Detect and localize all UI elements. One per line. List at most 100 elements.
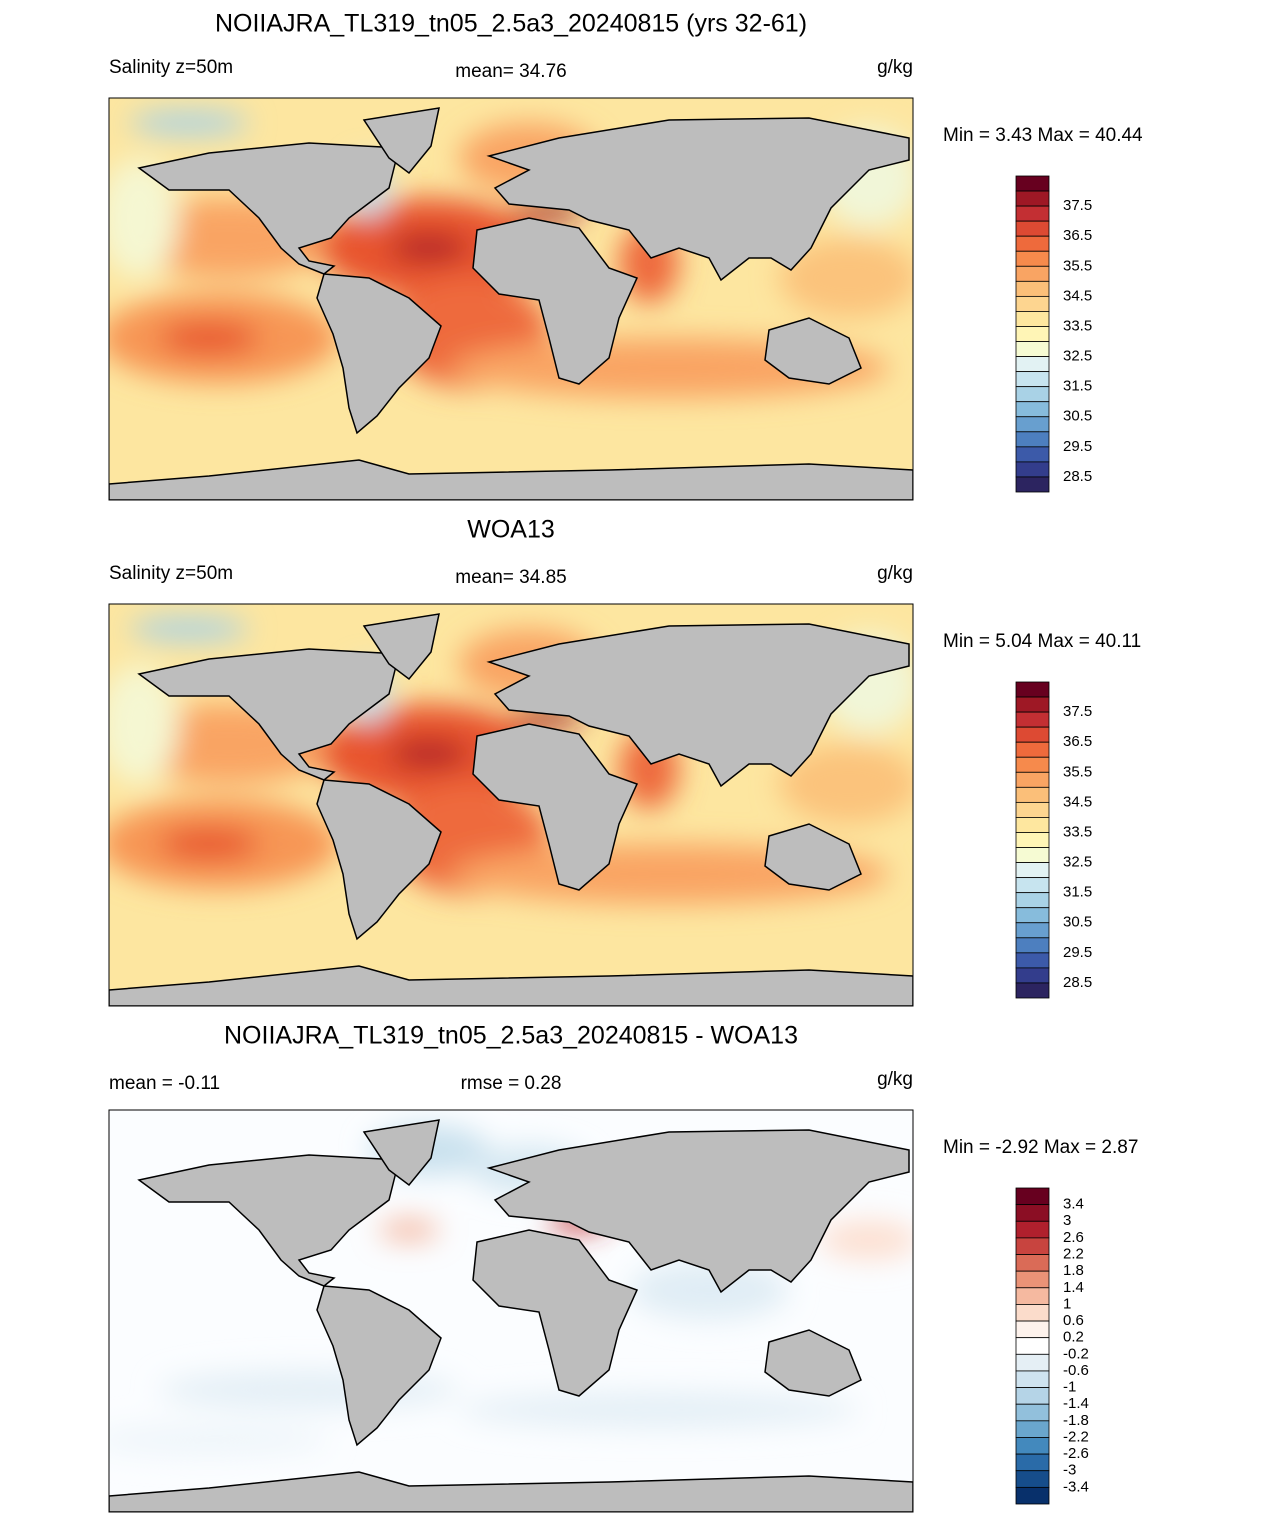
colorbar-swatch bbox=[1015, 371, 1050, 388]
colorbar-swatch bbox=[1015, 205, 1050, 222]
colorbar-label: -0.2 bbox=[1063, 1345, 1089, 1362]
land bbox=[472, 1229, 639, 1397]
land bbox=[362, 107, 440, 175]
colorbar-swatch bbox=[1015, 771, 1050, 788]
colorbar-swatch bbox=[1015, 967, 1050, 984]
map bbox=[108, 603, 914, 1007]
colorbar-label: 33.5 bbox=[1063, 317, 1092, 334]
ocean-field bbox=[129, 111, 249, 135]
colorbar-label: 37.5 bbox=[1063, 703, 1092, 720]
colorbar-label: 1 bbox=[1063, 1295, 1071, 1312]
land bbox=[316, 779, 442, 941]
land bbox=[316, 273, 442, 435]
land bbox=[472, 723, 639, 891]
land bbox=[486, 1129, 910, 1294]
land bbox=[472, 217, 639, 385]
center-label: mean= 34.76 bbox=[455, 61, 566, 82]
land bbox=[764, 317, 862, 385]
colorbar-swatch bbox=[1015, 1403, 1050, 1422]
colorbar-label: 31.5 bbox=[1063, 884, 1092, 901]
land bbox=[764, 823, 862, 891]
colorbar-label: -0.6 bbox=[1063, 1362, 1089, 1379]
ocean-field bbox=[109, 158, 179, 278]
panel-title: NOIIAJRA_TL319_tn05_2.5a3_20240815 (yrs … bbox=[215, 10, 807, 38]
panel-title: NOIIAJRA_TL319_tn05_2.5a3_20240815 - WOA… bbox=[224, 1022, 798, 1050]
colorbar-swatch bbox=[1015, 937, 1050, 954]
colorbar-swatch bbox=[1015, 1337, 1050, 1355]
ocean-field bbox=[389, 740, 469, 768]
colorbar-swatch bbox=[1015, 892, 1050, 909]
colorbar-label: -1.4 bbox=[1063, 1395, 1089, 1412]
ocean-field bbox=[459, 1392, 859, 1428]
colorbar-swatch bbox=[1015, 431, 1050, 448]
colorbar-swatch bbox=[1015, 250, 1050, 267]
colorbar-swatch bbox=[1015, 982, 1050, 999]
colorbar-label: 1.8 bbox=[1063, 1262, 1084, 1279]
colorbar-swatch bbox=[1015, 341, 1050, 357]
colorbar-label: 35.5 bbox=[1063, 257, 1092, 274]
colorbar-label: 37.5 bbox=[1063, 197, 1092, 214]
colorbar-swatch bbox=[1015, 446, 1050, 463]
colorbar-swatch bbox=[1015, 696, 1050, 713]
colorbar-swatch bbox=[1015, 1220, 1050, 1239]
colorbar-swatch bbox=[1015, 461, 1050, 478]
colorbar: 37.5 36.5 35.5 34.5 33.5 32.5 31.5 30.5 29.5 28.5 bbox=[1015, 681, 1092, 999]
colorbar-swatch bbox=[1015, 1287, 1050, 1305]
center-label: rmse = 0.28 bbox=[461, 1073, 562, 1094]
colorbar-swatch bbox=[1015, 952, 1050, 969]
colorbar-label: 36.5 bbox=[1063, 733, 1092, 750]
ocean-field bbox=[779, 744, 913, 824]
colorbar-swatch bbox=[1015, 175, 1050, 192]
land bbox=[316, 1285, 442, 1447]
land bbox=[109, 1471, 913, 1512]
colorbar-swatch bbox=[1015, 726, 1050, 743]
colorbar-swatch bbox=[1015, 326, 1050, 342]
left-label: Salinity z=50m bbox=[109, 57, 233, 78]
ocean-field bbox=[109, 664, 179, 784]
colorbar-swatch bbox=[1015, 1270, 1050, 1289]
colorbar-label: 0.2 bbox=[1063, 1329, 1084, 1346]
ocean-field bbox=[129, 617, 249, 641]
units-label: g/kg bbox=[877, 1069, 913, 1090]
colorbar-swatch bbox=[1015, 862, 1050, 879]
min-max-label: Min = 3.43 Max = 40.44 bbox=[943, 125, 1143, 146]
colorbar-label: -3 bbox=[1063, 1462, 1076, 1479]
min-max-label: Min = 5.04 Max = 40.11 bbox=[943, 631, 1141, 652]
colorbar-label: -2.2 bbox=[1063, 1428, 1089, 1445]
colorbar-swatch bbox=[1015, 801, 1050, 818]
colorbar-swatch bbox=[1015, 1204, 1050, 1222]
land bbox=[109, 459, 913, 500]
land bbox=[137, 1154, 400, 1287]
map bbox=[108, 97, 914, 501]
colorbar-swatch bbox=[1015, 817, 1050, 833]
colorbar-swatch bbox=[1015, 1437, 1050, 1455]
colorbar-swatch bbox=[1015, 1304, 1050, 1322]
colorbar-swatch bbox=[1015, 356, 1050, 373]
colorbar-label: -1.8 bbox=[1063, 1412, 1089, 1429]
land bbox=[137, 142, 400, 275]
colorbar-swatch bbox=[1015, 476, 1050, 493]
panel-title: WOA13 bbox=[467, 516, 555, 544]
colorbar-swatch bbox=[1015, 190, 1050, 207]
colorbar-label: 3.4 bbox=[1063, 1196, 1084, 1213]
colorbar-label: 28.5 bbox=[1063, 974, 1092, 991]
land bbox=[137, 648, 400, 781]
ocean-field bbox=[159, 828, 259, 860]
panel: NOIIAJRA_TL319_tn05_2.5a3_20240815 - WOA… bbox=[108, 1022, 1138, 1513]
colorbar-label: 35.5 bbox=[1063, 763, 1092, 780]
colorbar-label: 1.4 bbox=[1063, 1279, 1084, 1296]
colorbar-label: 32.5 bbox=[1063, 854, 1092, 871]
colorbar-swatch bbox=[1015, 832, 1050, 848]
colorbar-label: 29.5 bbox=[1063, 438, 1092, 455]
colorbar-swatch bbox=[1015, 1353, 1050, 1372]
units-label: g/kg bbox=[877, 57, 913, 78]
center-label: mean= 34.85 bbox=[455, 567, 566, 588]
colorbar-swatch bbox=[1015, 311, 1050, 327]
colorbar-label: -1 bbox=[1063, 1379, 1076, 1396]
land bbox=[362, 613, 440, 681]
colorbar-label: 2.2 bbox=[1063, 1245, 1084, 1262]
colorbar-label: 3 bbox=[1063, 1212, 1071, 1229]
colorbar-swatch bbox=[1015, 877, 1050, 894]
min-max-label: Min = -2.92 Max = 2.87 bbox=[943, 1137, 1138, 1158]
